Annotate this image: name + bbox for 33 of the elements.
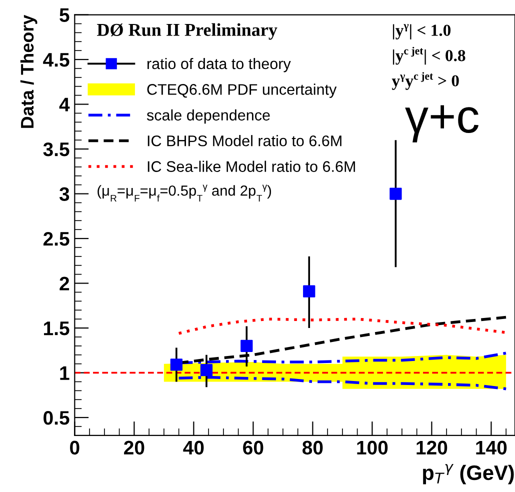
y-tick-label: 3.5 — [43, 142, 70, 156]
y-tick-label: 0.5 — [44, 410, 70, 425]
y-axis-title: Data / Theory — [20, 14, 38, 128]
x-tick-label: 140 — [476, 440, 507, 455]
x-tick-label: 40 — [183, 440, 204, 455]
y-tick-label: 2.5 — [43, 232, 70, 246]
legend-label: ratio of data to theory — [147, 58, 291, 72]
point — [200, 364, 213, 376]
y-tick-label: 3 — [59, 187, 70, 202]
x-tick-label: 60 — [243, 440, 264, 455]
annotation: DØ Run II Preliminary — [97, 23, 278, 40]
point — [303, 285, 316, 298]
legend-label: IC Sea-like Model ratio to 6.6M — [148, 160, 355, 172]
y-tick-label: 4.5 — [43, 53, 70, 67]
legend-label: IC BHPS Model ratio to 6.6M — [148, 135, 342, 146]
x-tick-label: 20 — [124, 440, 144, 455]
legend-label: CTEQ6.6M PDF uncertainty — [147, 84, 337, 98]
point — [170, 358, 182, 371]
annotation: γ+c — [405, 105, 478, 142]
y-tick-label: 1 — [60, 366, 70, 380]
x-tick-label: 100 — [357, 440, 388, 455]
x-tick-label: 0 — [70, 440, 80, 455]
legend-label: scale dependence — [146, 109, 270, 124]
x-axis-title: p$_{T}$$^{γ}$ (GeV) — [423, 464, 514, 484]
y-tick-label: 5 — [60, 8, 70, 22]
y-tick-label: 4 — [59, 98, 70, 112]
line-series — [177, 318, 508, 335]
point — [390, 188, 402, 200]
point — [240, 340, 253, 352]
y-tick-label: 1.5 — [44, 322, 70, 336]
y-tick-label: 2 — [60, 276, 70, 290]
x-tick-label: 80 — [302, 440, 323, 455]
x-tick-label: 120 — [416, 440, 448, 455]
